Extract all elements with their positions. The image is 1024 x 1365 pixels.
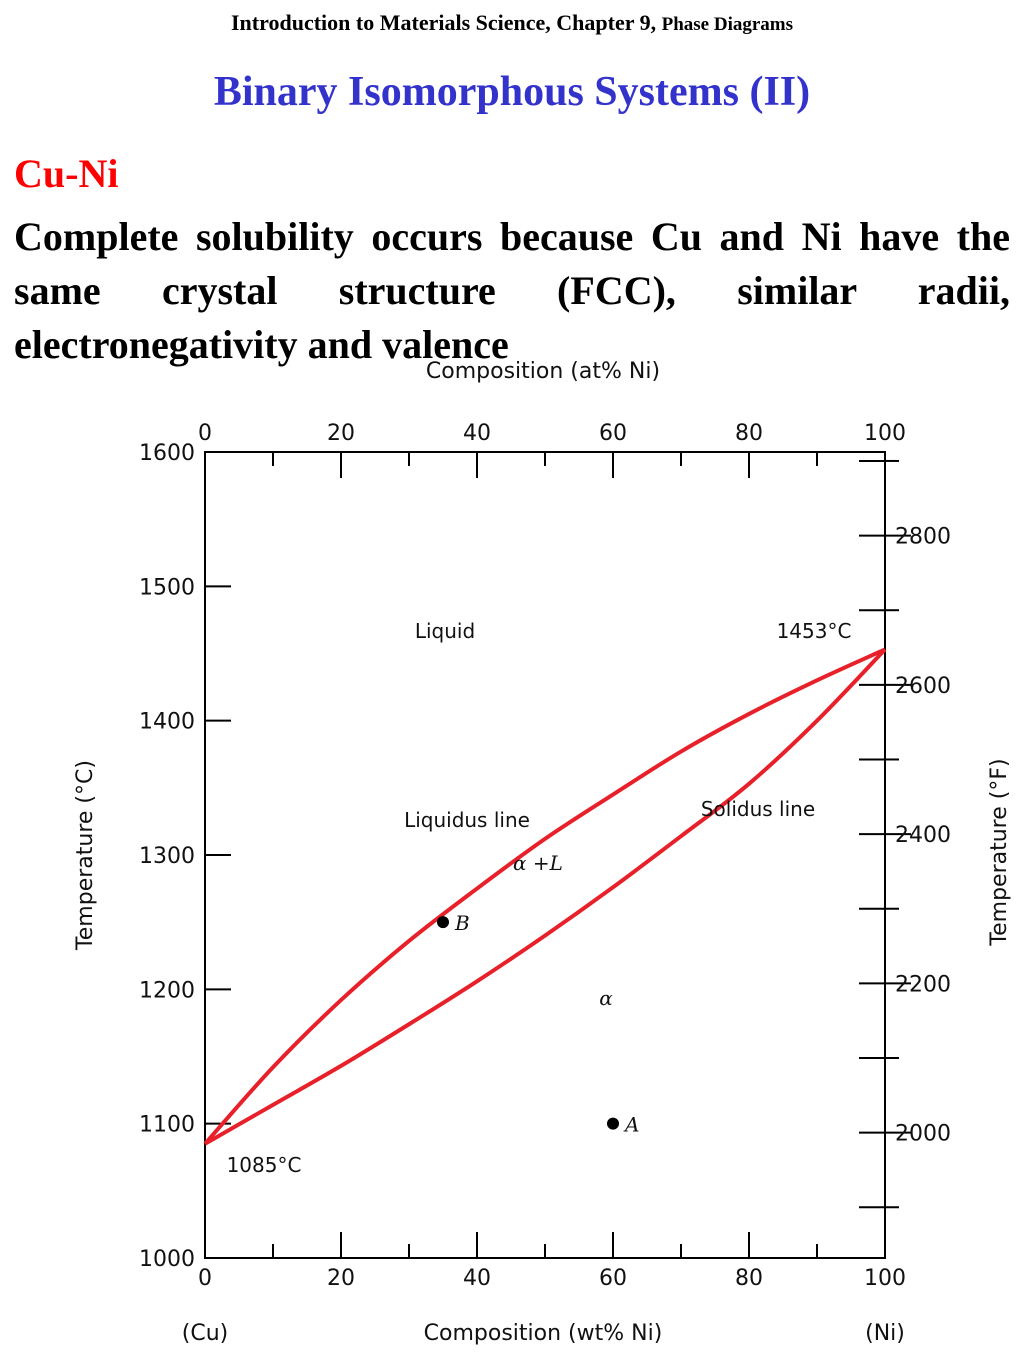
top-axis-label: Composition (at% Ni) (426, 359, 660, 384)
liquidus-label: Liquidus line (404, 808, 530, 832)
x-tick-label-top-5: 100 (864, 421, 906, 446)
y-tick-label-left-4: 1400 (139, 710, 195, 735)
y-tick-label-right-4: 2800 (895, 525, 951, 550)
chart-points: BA (437, 911, 639, 1137)
y-tick-label-left-0: 1000 (139, 1247, 195, 1272)
slide-title: Binary Isomorphous Systems (II) (213, 69, 811, 115)
solidus-curve (204, 648, 887, 1146)
x-tick-label-bottom-4: 80 (735, 1266, 763, 1291)
x-tick-label-top-2: 40 (463, 421, 491, 446)
y-tick-label-left-5: 1500 (139, 575, 195, 600)
x-end-label-left: (Cu) (182, 1321, 228, 1346)
point-b-label: B (454, 911, 470, 935)
tmin-label: 1085°C (227, 1153, 302, 1177)
y-tick-label-left-3: 1300 (139, 844, 195, 869)
tmax-label: 1453°C (777, 619, 852, 643)
header-small: Phase Diagrams (661, 14, 793, 35)
chart-curves (203, 647, 887, 1146)
slide-header: Introduction to Materials Science, Chapt… (0, 10, 1024, 36)
x-tick-label-bottom-2: 40 (463, 1266, 491, 1291)
y-tick-label-right-0: 2000 (895, 1122, 951, 1147)
x-tick-label-bottom-5: 100 (864, 1266, 906, 1291)
point-a-marker (607, 1117, 619, 1130)
x-tick-label-top-0: 0 (198, 421, 212, 446)
solidus-label: Solidus line (701, 797, 815, 821)
y-axis-right-label: Temperature (°F) (987, 758, 1012, 946)
y-tick-label-right-3: 2600 (895, 674, 951, 699)
y-tick-label-left-6: 1600 (139, 441, 195, 466)
liquid-region-label: Liquid (415, 619, 475, 643)
slide-body-text: Complete solubility occurs because Cu an… (14, 214, 1010, 367)
liquidus-curve (203, 647, 886, 1146)
y-tick-label-right-1: 2200 (895, 972, 951, 997)
slide-subtitle: Cu-Ni (14, 151, 119, 196)
x-tick-label-bottom-0: 0 (198, 1266, 212, 1291)
chart-ticks: 0 20 40 60 80 1000 20 40 60 80 1001000110012001300… (139, 421, 951, 1291)
y-axis-label: Temperature (°C) (73, 760, 98, 951)
y-tick-label-left-2: 1200 (139, 978, 195, 1003)
point-a-label: A (623, 1113, 639, 1137)
x-tick-label-bottom-3: 60 (599, 1266, 627, 1291)
point-b-marker (437, 916, 449, 929)
x-tick-label-top-4: 80 (735, 421, 763, 446)
x-tick-label-top-3: 60 (599, 421, 627, 446)
x-end-label-right: (Ni) (865, 1321, 905, 1346)
bottom-axis-label: Composition (wt% Ni) (424, 1321, 663, 1346)
y-tick-label-left-1: 1100 (139, 1113, 195, 1138)
y-tick-label-right-2: 2400 (895, 823, 951, 848)
x-tick-label-bottom-1: 20 (327, 1266, 355, 1291)
two-phase-label: α +L (513, 851, 563, 875)
x-tick-label-top-1: 20 (327, 421, 355, 446)
alpha-region-label: α (599, 986, 613, 1010)
header-main: Introduction to Materials Science, Chapt… (231, 10, 657, 35)
